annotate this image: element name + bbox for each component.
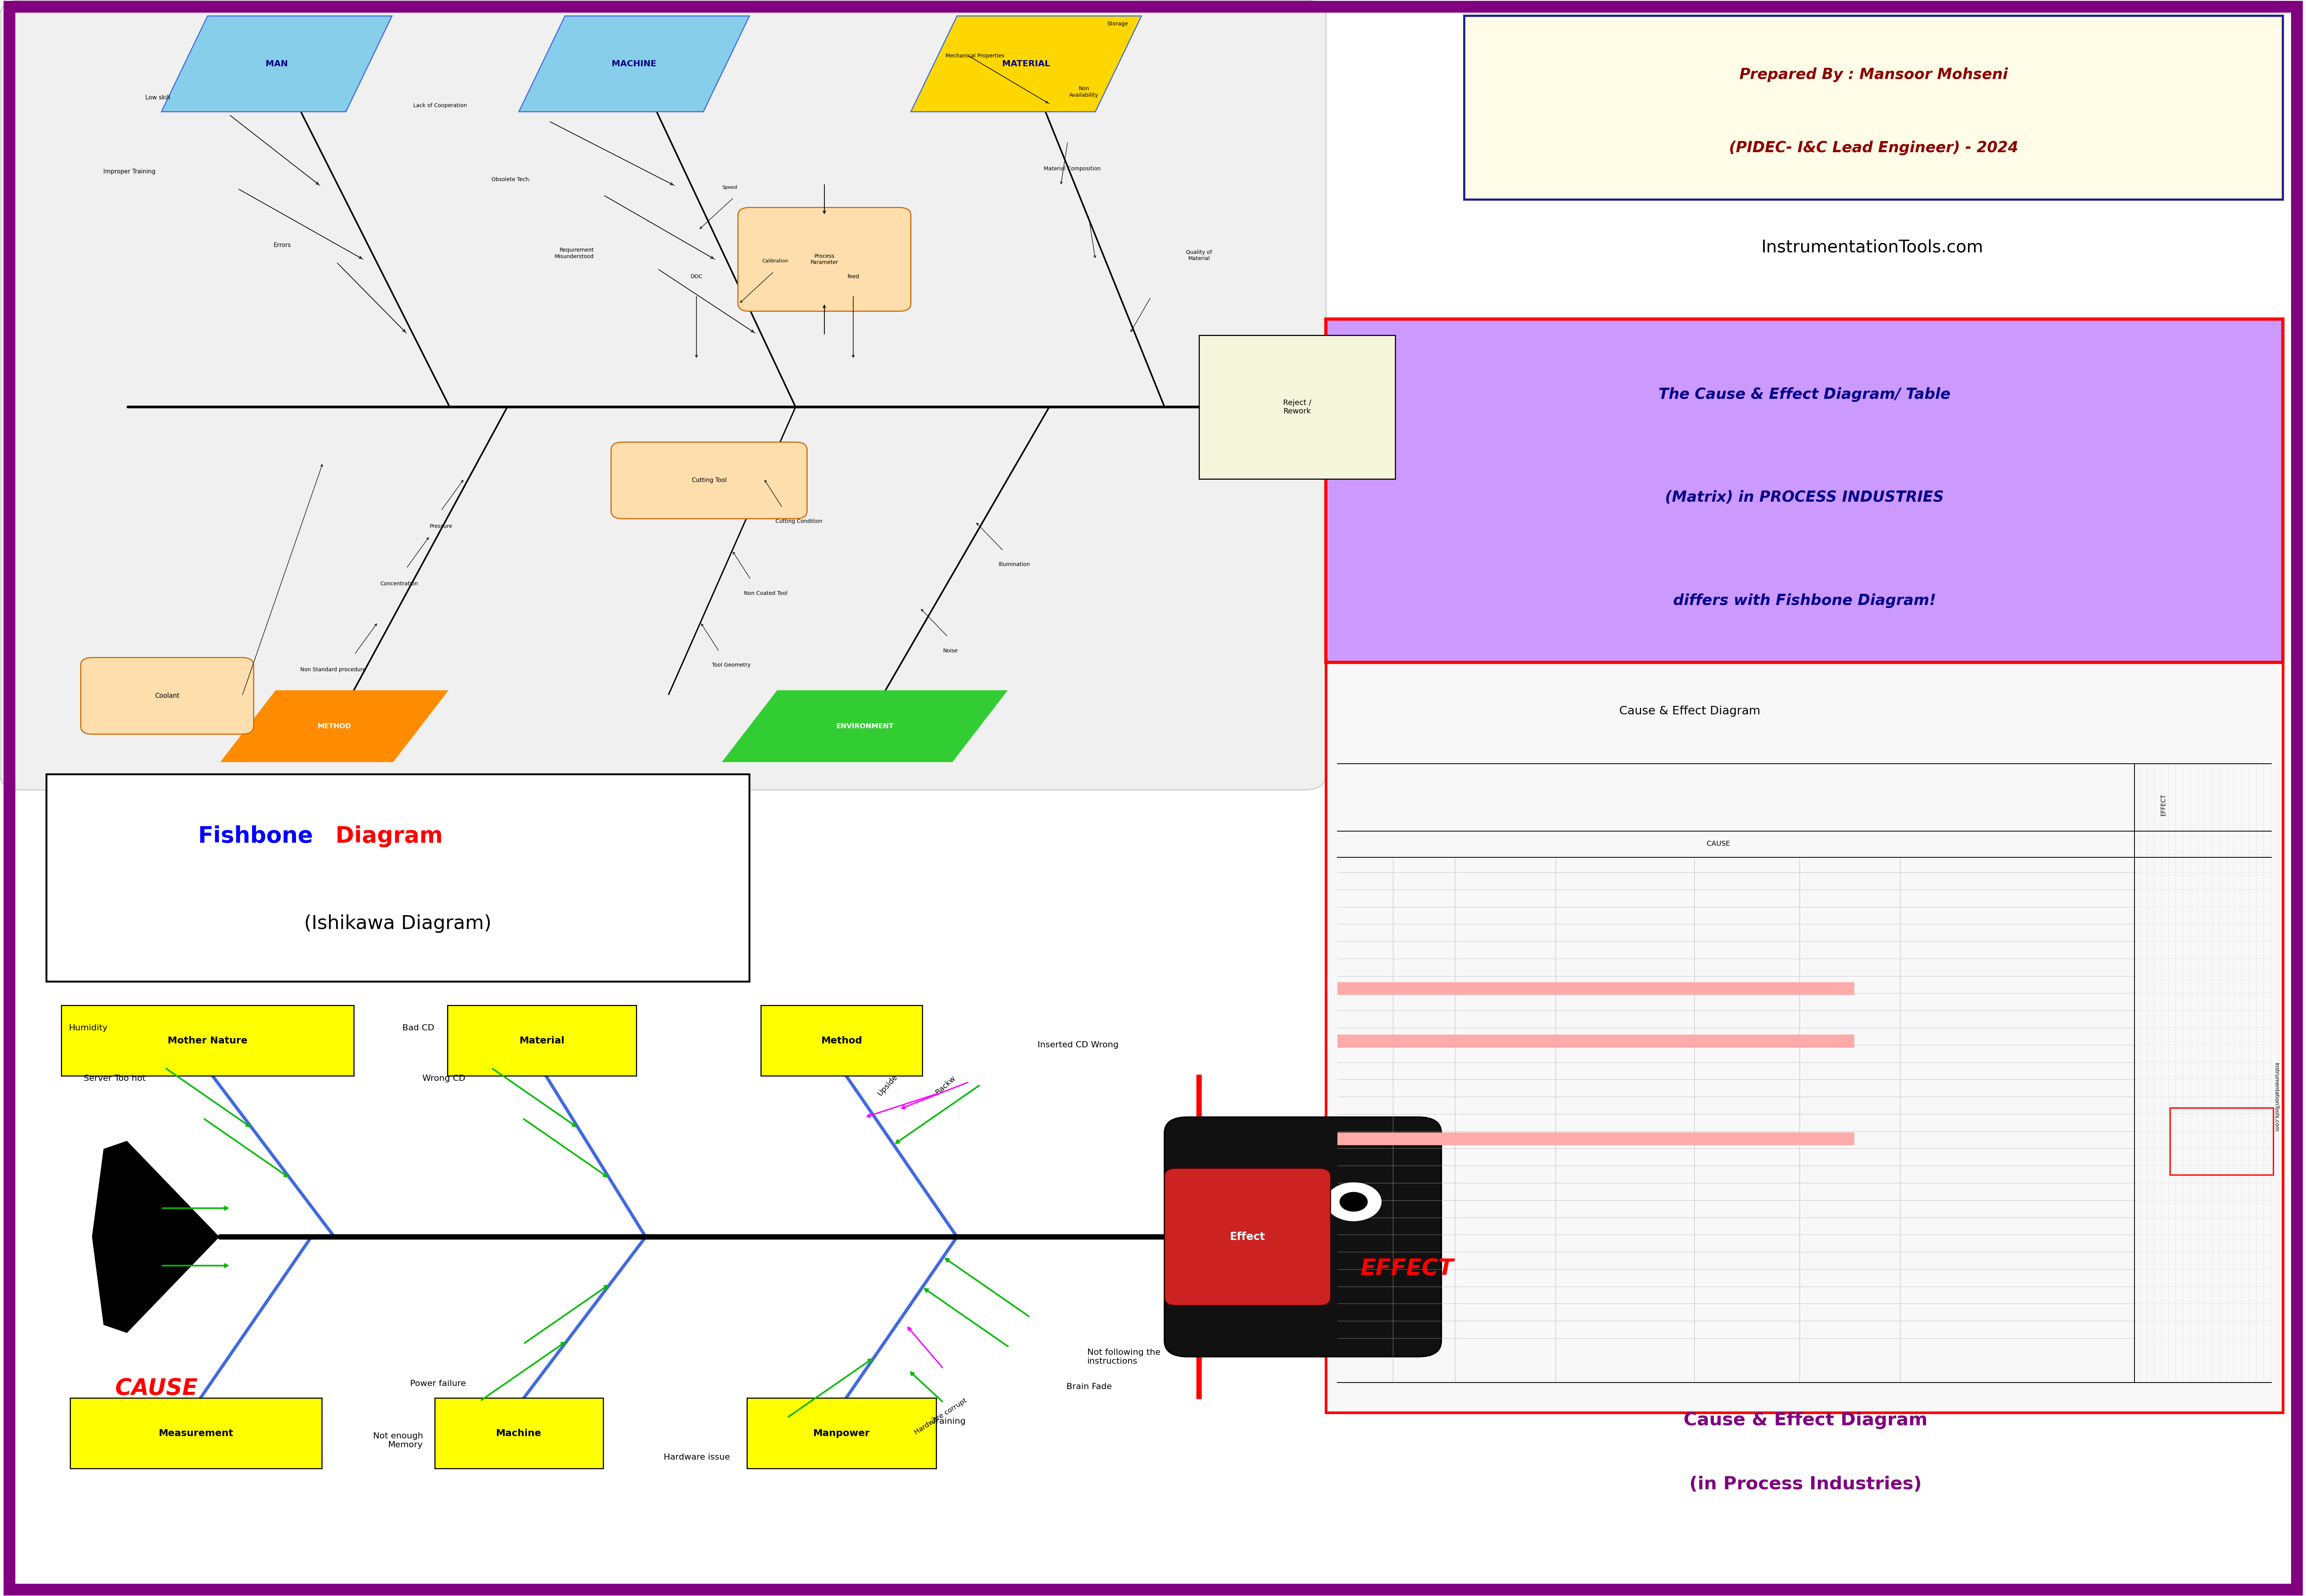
Text: Prepared By : Mansoor Mohseni: Prepared By : Mansoor Mohseni xyxy=(1739,67,2009,81)
Text: Lack of Cooperation: Lack of Cooperation xyxy=(413,104,466,109)
Text: Not following the
instructions: Not following the instructions xyxy=(1088,1349,1160,1365)
Text: MAN: MAN xyxy=(265,61,288,67)
Polygon shape xyxy=(722,689,1008,763)
FancyBboxPatch shape xyxy=(0,0,1326,790)
FancyBboxPatch shape xyxy=(1337,982,1854,994)
Text: EFFECT: EFFECT xyxy=(1361,1258,1453,1280)
Text: Non
Availability: Non Availability xyxy=(1070,86,1098,97)
Text: CAUSE: CAUSE xyxy=(1706,841,1730,847)
Text: Non Coated Tool: Non Coated Tool xyxy=(745,591,786,595)
Text: ENVIRONMENT: ENVIRONMENT xyxy=(837,723,892,729)
Text: MATERIAL: MATERIAL xyxy=(1003,61,1049,67)
Text: Brain Fade: Brain Fade xyxy=(1065,1384,1111,1390)
Text: Non Standard procedure: Non Standard procedure xyxy=(300,667,367,672)
Text: (PIDEC- I&C Lead Engineer) - 2024: (PIDEC- I&C Lead Engineer) - 2024 xyxy=(1730,140,2018,155)
FancyBboxPatch shape xyxy=(1464,16,2283,200)
Text: Material: Material xyxy=(519,1036,565,1045)
Text: Speed: Speed xyxy=(722,185,738,190)
Text: Improper Training: Improper Training xyxy=(104,169,157,174)
Circle shape xyxy=(1340,1192,1367,1211)
Polygon shape xyxy=(911,16,1141,112)
Text: Tool Geometry: Tool Geometry xyxy=(713,662,752,667)
Text: Pressure: Pressure xyxy=(429,523,452,528)
FancyBboxPatch shape xyxy=(1199,335,1395,479)
FancyBboxPatch shape xyxy=(1165,1117,1441,1357)
Text: Calibration: Calibration xyxy=(763,259,789,263)
FancyBboxPatch shape xyxy=(434,1398,604,1468)
FancyBboxPatch shape xyxy=(761,1005,922,1076)
Text: Diagram: Diagram xyxy=(327,825,443,847)
Text: (Matrix) in PROCESS INDUSTRIES: (Matrix) in PROCESS INDUSTRIES xyxy=(1665,490,1944,504)
Circle shape xyxy=(1326,1183,1381,1221)
Text: feed: feed xyxy=(846,275,860,279)
Text: DOC: DOC xyxy=(689,275,703,279)
Text: Material Composition: Material Composition xyxy=(1045,166,1100,172)
Text: Measurement: Measurement xyxy=(159,1428,233,1438)
Text: Mechanical Properties: Mechanical Properties xyxy=(945,53,1005,59)
Text: EFFECT: EFFECT xyxy=(2161,793,2165,816)
Text: (in Process Industries): (in Process Industries) xyxy=(1690,1476,1921,1492)
Text: Cutting Condition: Cutting Condition xyxy=(775,519,823,523)
FancyBboxPatch shape xyxy=(1337,1132,1854,1144)
Text: Storage: Storage xyxy=(1107,21,1128,27)
FancyBboxPatch shape xyxy=(1337,1034,1854,1047)
Text: Backw: Backw xyxy=(934,1074,957,1096)
FancyBboxPatch shape xyxy=(747,1398,936,1468)
Text: Bad CD: Bad CD xyxy=(401,1025,434,1033)
Text: Obsolete Tech.: Obsolete Tech. xyxy=(491,177,530,182)
FancyBboxPatch shape xyxy=(611,442,807,519)
Text: Noise: Noise xyxy=(943,648,957,653)
Text: Machine: Machine xyxy=(496,1428,542,1438)
Text: (Ishikawa Diagram): (Ishikawa Diagram) xyxy=(304,915,491,932)
FancyBboxPatch shape xyxy=(71,1398,323,1468)
Text: Not enough
Memory: Not enough Memory xyxy=(374,1432,422,1449)
Text: Coolant: Coolant xyxy=(155,693,180,699)
Text: Cause & Effect Diagram: Cause & Effect Diagram xyxy=(1619,705,1759,717)
Text: Process
Parameter: Process Parameter xyxy=(809,254,839,265)
Text: CAUSE: CAUSE xyxy=(115,1377,198,1400)
Text: Method: Method xyxy=(821,1036,862,1045)
FancyBboxPatch shape xyxy=(1326,319,2283,662)
Text: MACHINE: MACHINE xyxy=(611,61,657,67)
Polygon shape xyxy=(221,689,450,763)
Text: InstrumentationTools.com: InstrumentationTools.com xyxy=(2274,1063,2278,1132)
Text: Concentration: Concentration xyxy=(380,581,417,586)
Text: Requirement
Misunderstood: Requirement Misunderstood xyxy=(553,247,595,259)
Text: Low skill: Low skill xyxy=(145,94,171,101)
Text: Quality of
Material: Quality of Material xyxy=(1185,249,1213,262)
Text: Hardware corrupt: Hardware corrupt xyxy=(913,1396,969,1436)
Text: Hardware issue: Hardware issue xyxy=(664,1454,729,1462)
Polygon shape xyxy=(161,16,392,112)
Text: Power failure: Power failure xyxy=(410,1379,466,1387)
Text: differs with Fishbone Diagram!: differs with Fishbone Diagram! xyxy=(1672,594,1937,608)
Text: Errors: Errors xyxy=(274,243,291,249)
Text: Inserted CD Wrong: Inserted CD Wrong xyxy=(1038,1041,1118,1049)
FancyBboxPatch shape xyxy=(81,658,254,734)
Text: Fishbone: Fishbone xyxy=(198,825,314,847)
Text: Cause & Effect Diagram: Cause & Effect Diagram xyxy=(1683,1412,1928,1428)
Text: Reject /
Rework: Reject / Rework xyxy=(1282,399,1312,415)
Polygon shape xyxy=(92,1141,219,1333)
FancyBboxPatch shape xyxy=(738,207,911,311)
Text: Cutting Tool: Cutting Tool xyxy=(692,477,726,484)
Text: Server Too hot: Server Too hot xyxy=(83,1074,145,1082)
Text: Mother Nature: Mother Nature xyxy=(168,1036,247,1045)
FancyBboxPatch shape xyxy=(447,1005,636,1076)
Text: Training: Training xyxy=(932,1417,966,1425)
Text: The Cause & Effect Diagram/ Table: The Cause & Effect Diagram/ Table xyxy=(1658,388,1951,402)
Text: Wrong CD: Wrong CD xyxy=(422,1074,466,1082)
FancyBboxPatch shape xyxy=(60,1005,355,1076)
Text: Effect: Effect xyxy=(1229,1232,1266,1242)
FancyBboxPatch shape xyxy=(46,774,749,982)
Text: METHOD: METHOD xyxy=(318,723,351,729)
Text: Illumination: Illumination xyxy=(998,562,1031,567)
Text: InstrumentationTools.com: InstrumentationTools.com xyxy=(1762,239,1983,255)
Polygon shape xyxy=(519,16,749,112)
Text: Manpower: Manpower xyxy=(814,1428,869,1438)
FancyBboxPatch shape xyxy=(1165,1168,1331,1306)
Text: Upside: Upside xyxy=(876,1073,899,1098)
FancyBboxPatch shape xyxy=(1326,662,2283,1412)
Text: Humidity: Humidity xyxy=(69,1025,108,1033)
